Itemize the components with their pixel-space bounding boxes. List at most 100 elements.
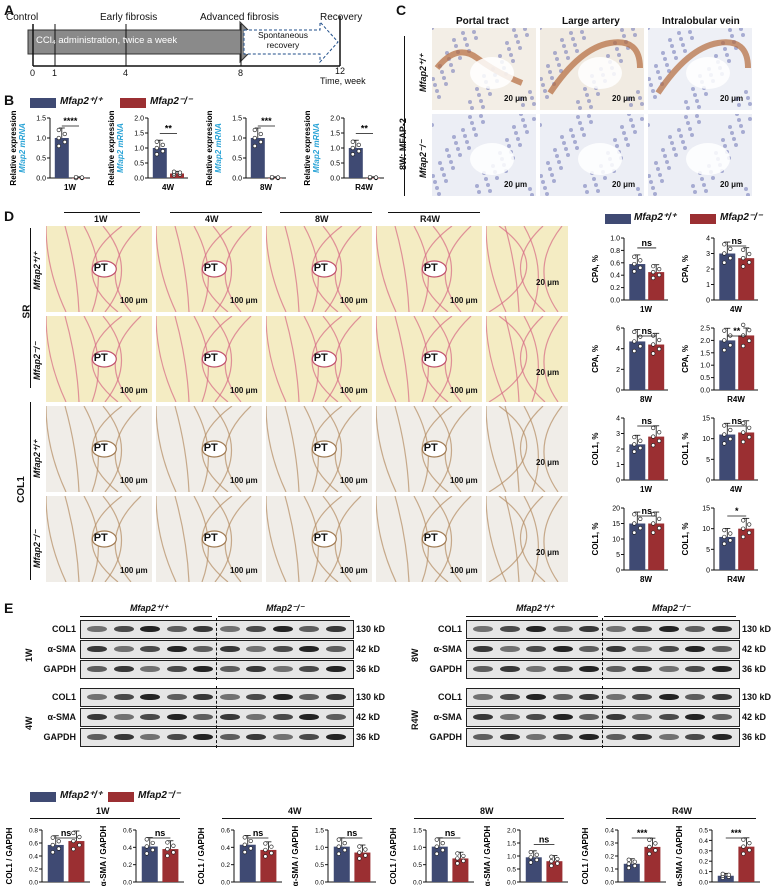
nucleus [677, 31, 681, 35]
nucleus [691, 87, 695, 91]
d-scalebar-small-label: 20 μm [536, 548, 560, 557]
nucleus [633, 130, 637, 134]
nucleus [440, 70, 444, 74]
protein-label: GAPDH [43, 664, 76, 674]
nucleus [704, 92, 708, 96]
y-axis-label: COL1 / GAPDH [581, 827, 590, 884]
data-point [728, 538, 733, 543]
band [685, 646, 705, 652]
data-point [651, 351, 656, 356]
vessel [91, 260, 117, 278]
nucleus [525, 33, 529, 37]
band [579, 734, 599, 740]
nucleus [741, 130, 745, 134]
y-axis-label: CPA, % [681, 255, 690, 283]
sig-label: ns [61, 828, 72, 838]
data-point [728, 436, 733, 442]
lumen [686, 57, 730, 89]
fiber [376, 226, 397, 312]
nucleus [564, 147, 568, 151]
data-point [242, 850, 247, 855]
nucleus [449, 160, 453, 164]
nucleus [653, 192, 657, 196]
nucleus [681, 43, 685, 47]
y-tick-label: 0.4 [221, 845, 230, 852]
c-scalebar-label: 20 μm [504, 180, 528, 189]
data-point [638, 438, 643, 443]
data-point [363, 853, 368, 858]
blot-strip [466, 708, 740, 727]
band [499, 646, 520, 652]
band [325, 646, 346, 652]
y-tick-label: 0.2 [605, 854, 614, 861]
fiber [543, 406, 563, 492]
c-scalebar-label: 20 μm [504, 94, 528, 103]
data-point [154, 145, 159, 151]
nucleus [472, 127, 476, 131]
band [140, 694, 160, 700]
data-point [747, 522, 752, 527]
bar-ko [644, 846, 661, 882]
arrow-recovery-label: Spontaneous recovery [257, 30, 309, 50]
d-scalebar-label: 100 μm [340, 296, 368, 305]
data-point [336, 851, 341, 856]
data-point [71, 846, 76, 852]
nucleus [606, 54, 610, 58]
y-axis-gene-label: Mfap2 mRNA [116, 123, 125, 173]
y-tick-label: 2.0 [700, 338, 710, 345]
data-point [728, 427, 733, 433]
d-tile-r0-c0 [46, 226, 152, 312]
nucleus [631, 124, 635, 128]
vessel [201, 260, 227, 278]
y-tick-label: 10 [702, 436, 710, 443]
nucleus [440, 167, 444, 171]
d-tile-r3-c4 [486, 496, 568, 582]
band [632, 714, 652, 720]
band [605, 714, 626, 720]
y-tick-label: 4 [706, 236, 710, 243]
band [87, 666, 107, 672]
y-tick-label: 0.2 [610, 285, 620, 292]
blot-strip [466, 660, 740, 679]
band [473, 646, 493, 652]
band [272, 694, 293, 700]
band [325, 666, 346, 672]
pt-label: PT [313, 442, 328, 454]
fiber [102, 316, 123, 402]
fiber [266, 406, 287, 492]
nucleus [555, 154, 559, 158]
data-point [722, 423, 727, 428]
band [499, 694, 520, 700]
nucleus [667, 166, 671, 170]
y-axis-label: COL1, % [681, 523, 690, 556]
band [166, 734, 187, 740]
d-tile-r0-c1 [156, 226, 262, 312]
fiber [376, 316, 397, 402]
nucleus [653, 95, 657, 99]
vessel [421, 530, 447, 548]
data-point [741, 526, 746, 531]
data-point [722, 432, 727, 437]
band [299, 734, 319, 740]
band [193, 694, 213, 700]
nucleus [550, 173, 554, 177]
data-point [336, 844, 341, 849]
nucleus [688, 127, 692, 131]
band [579, 666, 599, 672]
y-tick-label: 0.0 [610, 298, 620, 305]
y-tick-label: 1.0 [507, 854, 516, 861]
band [579, 694, 599, 700]
fiber [284, 226, 300, 312]
fiber [46, 406, 67, 492]
nucleus [560, 38, 564, 42]
legend-d-ko: Mfap2⁻/⁻ [720, 212, 763, 223]
bar-ko [738, 335, 755, 390]
sig-label: **** [63, 116, 78, 126]
protein-label: α-SMA [47, 644, 76, 654]
y-tick-label: 0.4 [610, 273, 620, 280]
tick-1: 1 [52, 68, 58, 78]
c-col-artery: Large artery [562, 16, 620, 27]
nucleus [578, 121, 582, 125]
bar-ko [648, 436, 665, 480]
d-col-r4w: R4W [420, 214, 440, 224]
